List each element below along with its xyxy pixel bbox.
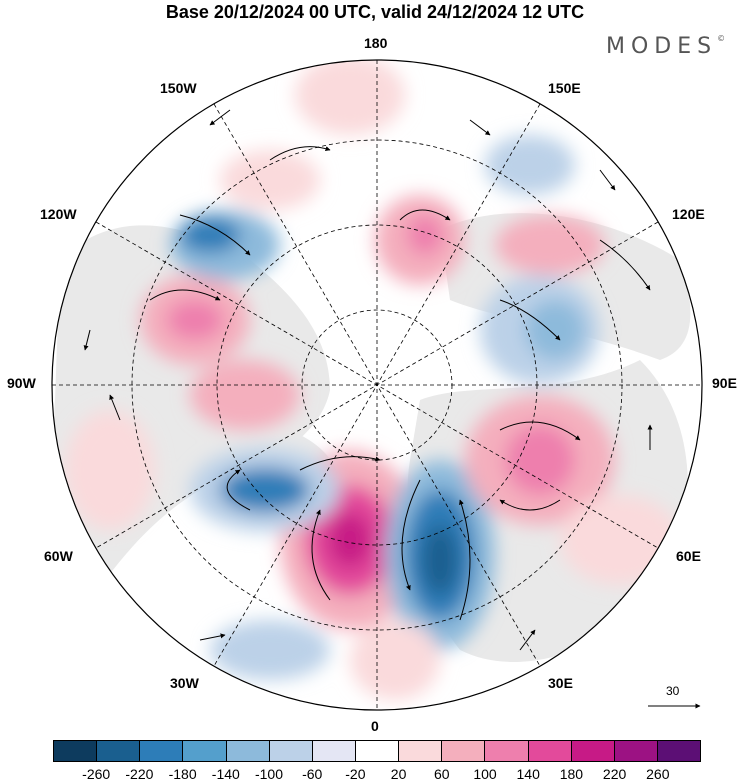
lon-label-120w: 120W [40,206,77,222]
colorbar-tick-label: 260 [646,766,670,782]
lon-label-150e: 150E [548,80,581,96]
colorbar-swatch [354,741,399,761]
map-boundary [51,59,703,711]
colorbar-swatch [139,741,183,761]
colorbar-swatch [570,741,614,761]
colorbar [53,740,701,762]
colorbar-swatch [311,741,355,761]
colorbar-tick-label: -260 [82,766,111,782]
colorbar-swatch [656,741,701,761]
colorbar-tick-label: -220 [125,766,154,782]
map-title: Base 20/12/2024 00 UTC, valid 24/12/2024… [165,2,585,22]
colorbar-swatch [441,741,485,761]
colorbar-tick-label: -20 [345,766,366,782]
colorbar-tick-label: 140 [516,766,540,782]
anomaly-layer [65,60,680,700]
colorbar-ticks: -260 -220 -180 -140 -100 -60 -20 20 60 100 140 180 2… [0,766,750,783]
lon-label-180: 180 [364,35,388,51]
brand-name: MODES [606,34,718,59]
colorbar-swatch [613,741,657,761]
brand-mark: © [717,34,726,43]
colorbar-tick-label: 20 [390,766,407,782]
lon-label-60w: 60W [44,548,73,564]
colorbar-swatch [96,741,140,761]
lon-label-30w: 30W [170,675,199,691]
lon-label-0: 0 [371,718,379,734]
lon-label-150w: 150W [160,80,197,96]
colorbar-tick-label: 60 [434,766,450,782]
lon-label-90e: 90E [712,375,737,391]
lon-label-60e: 60E [676,548,701,564]
colorbar-tick-label: -180 [168,766,197,782]
modes-logo: MODES© [606,34,725,59]
colorbar-tick-label: -60 [302,766,323,782]
colorbar-swatch [54,741,97,761]
colorbar-swatch [484,741,528,761]
reference-vector-value: 30 [666,684,680,698]
colorbar-tick-label: 220 [602,766,627,782]
lon-label-30e: 30E [548,675,573,691]
colorbar-swatch [398,741,442,761]
lon-label-90w: 90W [7,375,36,391]
map-disc [52,60,702,710]
colorbar-swatch [268,741,312,761]
colorbar-tick-label: 180 [559,766,584,782]
colorbar-swatch [225,741,269,761]
colorbar-swatch [182,741,226,761]
colorbar-tick-label: -100 [254,766,284,782]
colorbar-tick-label: 100 [473,766,497,782]
colorbar-tick-label: -140 [211,766,240,782]
graticule [52,60,702,710]
lon-label-120e: 120E [672,206,705,222]
colorbar-swatch [527,741,571,761]
